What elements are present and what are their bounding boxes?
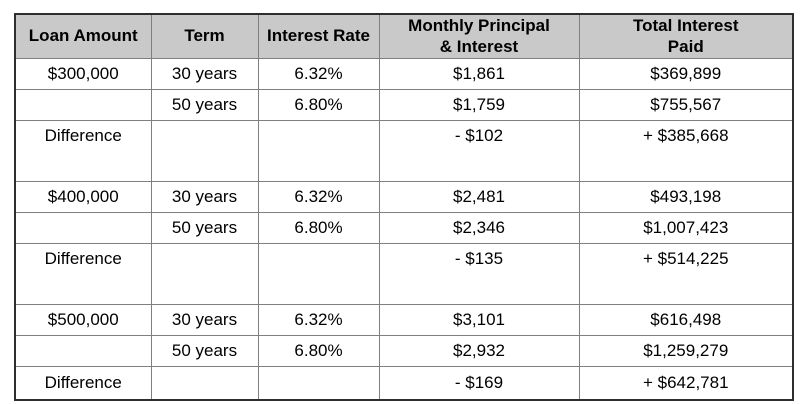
column-header-monthly-principal-interest: Monthly Principal & Interest [378,13,580,59]
cell-empty [578,150,794,182]
table-row-300k-50yr: 50 years 6.80% $1,759 $755,567 [14,89,794,121]
table-row-400k-30yr: $400,000 30 years 6.32% $2,481 $493,198 [14,181,794,213]
cell-total-interest: $616,498 [578,304,794,336]
cell-difference-label: Difference [14,243,152,274]
cell-monthly-payment: $2,346 [378,212,580,244]
cell-empty [150,120,259,151]
cell-loan-amount: $400,000 [14,181,152,213]
difference-row-300k: Difference - $102 + $385,668 [14,120,794,151]
cell-total-interest: $1,259,279 [578,335,794,367]
cell-monthly-payment: $2,481 [378,181,580,213]
table-row-500k-50yr: 50 years 6.80% $2,932 $1,259,279 [14,335,794,367]
cell-loan-amount: $500,000 [14,304,152,336]
cell-monthly-difference: - $102 [378,120,580,151]
cell-total-difference: + $514,225 [578,243,794,274]
cell-monthly-payment: $2,932 [378,335,580,367]
cell-empty [257,243,380,274]
cell-empty [578,273,794,305]
cell-monthly-difference: - $169 [378,366,580,401]
cell-empty [257,150,380,182]
column-header-total-interest-paid: Total Interest Paid [578,13,794,59]
cell-total-interest: $493,198 [578,181,794,213]
cell-difference-label: Difference [14,366,152,401]
cell-total-interest: $1,007,423 [578,212,794,244]
cell-total-difference: + $642,781 [578,366,794,401]
cell-interest-rate: 6.32% [257,58,380,90]
table-row-300k-30yr: $300,000 30 years 6.32% $1,861 $369,899 [14,58,794,90]
cell-empty [257,366,380,401]
cell-empty [14,89,152,121]
cell-loan-amount: $300,000 [14,58,152,90]
difference-row-500k: Difference - $169 + $642,781 [14,366,794,401]
cell-empty [14,335,152,367]
loan-comparison-table: Loan Amount Term Interest Rate Monthly P… [14,13,794,401]
cell-empty [150,150,259,182]
cell-interest-rate: 6.80% [257,335,380,367]
cell-interest-rate: 6.80% [257,212,380,244]
column-header-interest-rate: Interest Rate [257,13,380,59]
cell-interest-rate: 6.32% [257,181,380,213]
cell-term: 50 years [150,335,259,367]
spacer-row [14,273,794,305]
cell-interest-rate: 6.32% [257,304,380,336]
cell-total-interest: $755,567 [578,89,794,121]
cell-empty [14,150,152,182]
difference-row-400k: Difference - $135 + $514,225 [14,243,794,274]
table-row-400k-50yr: 50 years 6.80% $2,346 $1,007,423 [14,212,794,244]
column-header-loan-amount: Loan Amount [14,13,152,59]
cell-term: 30 years [150,304,259,336]
cell-interest-rate: 6.80% [257,89,380,121]
cell-empty [150,273,259,305]
cell-total-difference: + $385,668 [578,120,794,151]
cell-monthly-payment: $1,759 [378,89,580,121]
header-row: Loan Amount Term Interest Rate Monthly P… [14,13,794,59]
cell-empty [257,273,380,305]
cell-empty [257,120,380,151]
cell-monthly-payment: $3,101 [378,304,580,336]
cell-total-interest: $369,899 [578,58,794,90]
cell-empty [14,273,152,305]
cell-empty [150,366,259,401]
cell-difference-label: Difference [14,120,152,151]
table-row-500k-30yr: $500,000 30 years 6.32% $3,101 $616,498 [14,304,794,336]
cell-term: 50 years [150,89,259,121]
spacer-row [14,150,794,182]
cell-empty [150,243,259,274]
cell-term: 30 years [150,181,259,213]
cell-empty [378,273,580,305]
cell-term: 30 years [150,58,259,90]
cell-term: 50 years [150,212,259,244]
table-header: Loan Amount Term Interest Rate Monthly P… [14,13,794,59]
cell-empty [14,212,152,244]
column-header-term: Term [150,13,259,59]
cell-monthly-difference: - $135 [378,243,580,274]
cell-empty [378,150,580,182]
cell-monthly-payment: $1,861 [378,58,580,90]
